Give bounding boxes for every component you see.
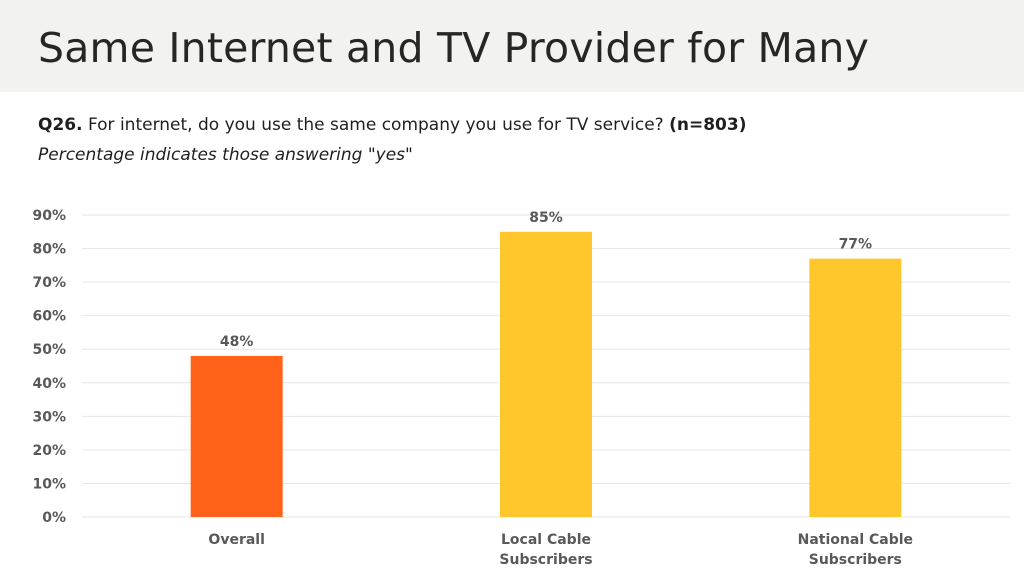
data-label: 85% [529, 210, 563, 226]
question-number: Q26. [38, 115, 83, 135]
y-tick-label: 10% [32, 476, 66, 492]
data-label: 48% [220, 334, 254, 350]
sample-size: (n=803) [669, 115, 747, 135]
page-title: Same Internet and TV Provider for Many [38, 24, 870, 72]
title-band [0, 0, 1024, 92]
bar [809, 258, 902, 517]
y-tick-label: 20% [32, 443, 66, 459]
y-tick-label: 0% [42, 510, 66, 526]
y-tick-label: 40% [32, 376, 66, 392]
x-tick-label: Local Cable [501, 532, 591, 548]
x-tick-label: National Cable [798, 532, 913, 548]
x-tick-label: Overall [208, 532, 264, 548]
y-tick-label: 30% [32, 409, 66, 425]
y-tick-label: 90% [32, 208, 66, 224]
bar [190, 355, 283, 517]
y-tick-label: 80% [32, 242, 66, 258]
data-label: 77% [839, 237, 873, 253]
y-tick-label: 50% [32, 342, 66, 358]
question-line: Q26. For internet, do you use the same c… [38, 115, 998, 135]
question-text: For internet, do you use the same compan… [87, 115, 664, 135]
y-tick-label: 60% [32, 309, 66, 325]
x-tick-label: Subscribers [499, 552, 592, 568]
y-tick-label: 70% [32, 275, 66, 291]
chart-subtitle: Percentage indicates those answering "ye… [38, 145, 413, 165]
x-tick-label: Subscribers [809, 552, 902, 568]
bar [500, 231, 592, 517]
